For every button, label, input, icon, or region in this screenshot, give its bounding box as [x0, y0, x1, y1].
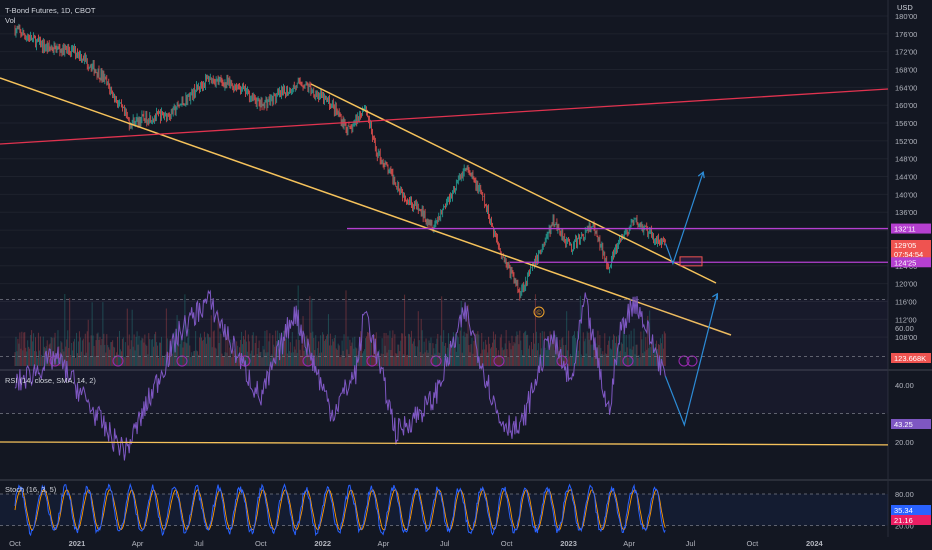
stoch-d-tag-bg — [891, 515, 931, 525]
x-tick-label: Jul — [440, 539, 450, 548]
event-marker — [112, 355, 124, 367]
price-tag-support: 124'25 — [894, 258, 916, 267]
x-tick-label: Apr — [623, 539, 635, 548]
stoch-tick-label: 20.00 — [895, 522, 914, 531]
stoch-pane — [0, 482, 888, 537]
stoch-k-tag-bg — [891, 505, 931, 515]
stoch-title: Stoch (16, 3, 5) — [5, 485, 57, 494]
event-marker — [430, 355, 442, 367]
rsi-value-tag: 43.25 — [894, 420, 913, 429]
x-tick-label: Apr — [132, 539, 144, 548]
x-tick-label: Oct — [747, 539, 760, 548]
y-tick-label: 112'00 — [895, 315, 917, 324]
trendline-lower — [0, 77, 732, 336]
x-tick-label: 2024 — [806, 539, 824, 548]
rsi-projection-arrowhead — [712, 292, 718, 300]
grid — [0, 0, 932, 537]
price-tag-volume-bg — [891, 353, 931, 363]
drawings: © — [0, 77, 889, 367]
rsi-tick-label: 20.00 — [895, 438, 914, 447]
candles — [14, 23, 666, 301]
x-axis: Oct 2021 Apr Jul Oct 2022 Apr Jul Oct 2023 Apr Jul O… — [9, 539, 823, 548]
y-tick-label: 136'00 — [895, 208, 917, 217]
x-tick-label: Oct — [255, 539, 268, 548]
event-marker — [686, 355, 698, 367]
wave-label-circle — [533, 306, 545, 318]
y-tick-label: 176'00 — [895, 30, 917, 39]
rsi-value-tag-bg — [891, 419, 931, 429]
y-tick-label: 172'00 — [895, 48, 917, 57]
y-tick-label: 180'00 — [895, 12, 917, 21]
x-tick-label: Jul — [686, 539, 696, 548]
event-marker — [493, 355, 505, 367]
wave-label: © — [536, 309, 542, 317]
x-tick-label: 2021 — [69, 539, 86, 548]
price-tag-resistance-bg — [891, 223, 931, 234]
event-marker — [678, 355, 690, 367]
x-tick-label: 2022 — [314, 539, 331, 548]
x-tick-label: Jul — [194, 539, 204, 548]
rsi-projection — [664, 293, 718, 427]
price-tag-last-bg — [891, 240, 931, 250]
price-tag-last: 129'05 — [894, 241, 916, 250]
y-tick-label: 120'00 — [895, 280, 917, 289]
rsi-trendline — [0, 441, 889, 446]
y-tick-label: 156'00 — [895, 119, 917, 128]
rsi-line — [14, 289, 666, 461]
projection-arrowhead — [697, 170, 705, 179]
rsi-tick-label: 60.00 — [895, 324, 914, 333]
stoch-k-line — [14, 482, 666, 537]
price-tag-countdown-bg — [891, 249, 931, 259]
event-marker — [176, 355, 188, 367]
y-tick-label: 116'00 — [895, 297, 917, 306]
y-tick-label: 164'00 — [895, 83, 917, 92]
y-tick-label: 152'00 — [895, 137, 917, 146]
price-tag-countdown: 07:54:54 — [894, 250, 923, 259]
price-tag-support-bg — [891, 257, 931, 268]
y-tick-label: 168'00 — [895, 66, 917, 75]
y-tick-label: 108'00 — [895, 333, 917, 342]
target-box — [679, 256, 703, 267]
rsi-title: RSI (14, close, SMA, 14, 2) — [5, 376, 96, 385]
event-marker — [622, 355, 634, 367]
stoch-d-tag: 21.16 — [894, 516, 913, 525]
chart-title: T-Bond Futures, 1D, CBOT — [5, 6, 96, 15]
x-tick-label: Oct — [501, 539, 514, 548]
y-tick-label: 160'00 — [895, 101, 917, 110]
x-tick-label: Oct — [9, 539, 22, 548]
stoch-tick-label: 80.00 — [895, 490, 914, 499]
rsi-tick-label: 40.00 — [895, 381, 914, 390]
currency-label: USD — [897, 3, 913, 12]
y-tick-label: 144'00 — [895, 173, 917, 182]
y-tick-label: 140'00 — [895, 190, 917, 199]
trendline-upper — [310, 83, 717, 284]
stoch-k-tag: 35.34 — [894, 506, 913, 515]
trendline-red — [0, 88, 889, 145]
price-tag-volume: 123.668K — [894, 354, 926, 363]
projection-path — [664, 171, 704, 266]
y-tick-label: 148'00 — [895, 155, 917, 164]
volume-label: Vol — [5, 16, 16, 25]
rsi-pane — [0, 289, 889, 461]
x-tick-label: 2023 — [560, 539, 577, 548]
x-tick-label: Apr — [378, 539, 390, 548]
price-tag-resistance: 132'11 — [894, 225, 916, 234]
